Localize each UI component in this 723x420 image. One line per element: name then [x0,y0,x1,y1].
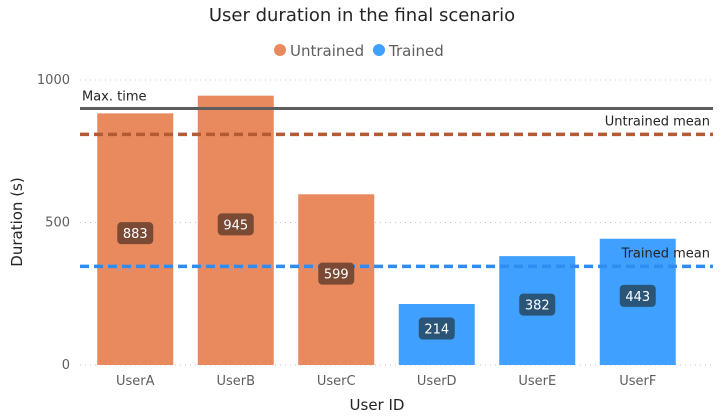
data-label-UserF: 443 [625,290,650,305]
y-tick-label-0: 0 [62,358,70,373]
ref-label-untrained-mean: Untrained mean [605,114,710,129]
x-tick-label-UserE: UserE [518,374,556,389]
ref-label-max-time: Max. time [82,90,147,105]
data-label-UserC: 599 [324,268,349,283]
x-tick-label-UserC: UserC [317,374,356,389]
x-axis-ticks: UserA UserB UserC UserD UserE UserF [116,374,656,389]
x-tick-label-UserD: UserD [417,374,457,389]
data-labels: 883 945 599 214 382 443 [117,213,656,340]
y-axis-title: Duration (s) [8,177,26,266]
legend-marker-trained [373,44,385,56]
reference-lines: Max. time Untrained mean Trained mean [80,90,713,269]
data-label-bg-UserA [117,222,154,245]
legend[interactable]: Untrained Trained [274,42,444,60]
legend-label-untrained: Untrained [290,42,364,60]
y-tick-label-500: 500 [45,216,70,231]
x-tick-label-UserB: UserB [216,374,255,389]
legend-marker-untrained [274,44,286,56]
ref-label-trained-mean: Trained mean [621,246,710,261]
gridlines [80,79,713,366]
data-label-UserB: 945 [223,218,248,233]
data-label-bg-UserB [217,213,254,236]
chart-title: User duration in the final scenario [209,5,515,26]
y-tick-label-1000: 1000 [37,73,70,88]
data-label-bg-UserE [519,293,556,316]
data-label-UserA: 883 [123,227,148,242]
data-label-bg-UserC [318,262,355,285]
legend-label-trained: Trained [388,42,444,60]
x-tick-label-UserA: UserA [116,374,155,389]
x-axis-title: User ID [350,396,405,414]
data-label-UserD: 214 [424,323,449,338]
data-label-bg-UserD [418,317,455,340]
y-axis-ticks: 0 500 1000 [37,73,70,373]
x-tick-label-UserF: UserF [619,374,656,389]
data-label-UserE: 382 [525,299,550,314]
data-label-bg-UserF [619,284,656,307]
